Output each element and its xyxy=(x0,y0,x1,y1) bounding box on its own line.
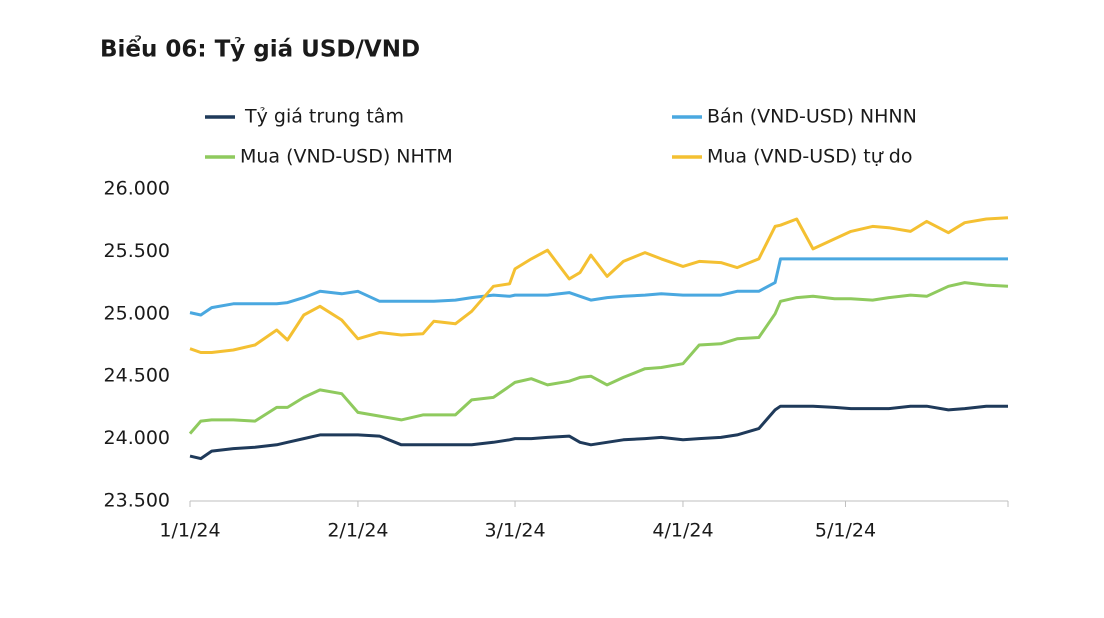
legend-label: Mua (VND-USD) NHTM xyxy=(240,146,453,168)
x-tick-label: 1/1/24 xyxy=(159,520,220,542)
y-tick-label: 26.000 xyxy=(104,178,170,200)
series-line xyxy=(189,257,1008,317)
legend-label: Mua (VND-USD) tự do xyxy=(707,146,913,168)
legend-label: Bán (VND-USD) NHNN xyxy=(707,106,917,128)
y-tick-label: 23.500 xyxy=(104,490,170,512)
y-tick-label: 24.000 xyxy=(104,427,170,449)
y-tick-label: 24.500 xyxy=(104,365,170,387)
x-tick-label: 5/1/24 xyxy=(815,520,876,542)
series-line xyxy=(189,216,1009,354)
legend-label: Tỷ giá trung tâm xyxy=(244,106,404,128)
x-tick-label: 2/1/24 xyxy=(327,520,388,542)
chart-title: Biểu 06: Tỷ giá USD/VND xyxy=(100,35,420,63)
series-line xyxy=(188,281,1009,435)
y-tick-label: 25.500 xyxy=(104,240,170,262)
x-tick-label: 4/1/24 xyxy=(652,520,713,542)
x-tick-label: 3/1/24 xyxy=(484,520,545,542)
series-line xyxy=(189,404,1008,461)
y-tick-label: 25.000 xyxy=(104,302,170,324)
